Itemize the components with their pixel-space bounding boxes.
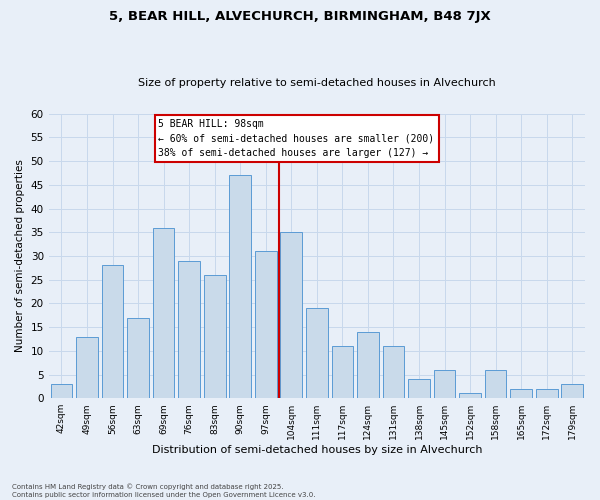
Bar <box>204 275 226 398</box>
Bar <box>383 346 404 398</box>
Bar <box>178 260 200 398</box>
Bar <box>306 308 328 398</box>
Bar <box>127 318 149 398</box>
Bar <box>485 370 506 398</box>
Bar <box>255 252 277 398</box>
Bar <box>536 388 557 398</box>
Bar <box>229 176 251 398</box>
Bar <box>50 384 72 398</box>
Text: 5 BEAR HILL: 98sqm
← 60% of semi-detached houses are smaller (200)
38% of semi-d: 5 BEAR HILL: 98sqm ← 60% of semi-detache… <box>158 118 434 158</box>
X-axis label: Distribution of semi-detached houses by size in Alvechurch: Distribution of semi-detached houses by … <box>152 445 482 455</box>
Bar <box>510 388 532 398</box>
Bar <box>562 384 583 398</box>
Text: 5, BEAR HILL, ALVECHURCH, BIRMINGHAM, B48 7JX: 5, BEAR HILL, ALVECHURCH, BIRMINGHAM, B4… <box>109 10 491 23</box>
Bar <box>76 336 98 398</box>
Bar <box>332 346 353 398</box>
Bar <box>153 228 175 398</box>
Title: Size of property relative to semi-detached houses in Alvechurch: Size of property relative to semi-detach… <box>138 78 496 88</box>
Bar <box>280 232 302 398</box>
Bar <box>101 266 124 398</box>
Text: Contains HM Land Registry data © Crown copyright and database right 2025.
Contai: Contains HM Land Registry data © Crown c… <box>12 484 316 498</box>
Bar <box>408 379 430 398</box>
Bar <box>434 370 455 398</box>
Y-axis label: Number of semi-detached properties: Number of semi-detached properties <box>15 160 25 352</box>
Bar <box>357 332 379 398</box>
Bar <box>459 394 481 398</box>
